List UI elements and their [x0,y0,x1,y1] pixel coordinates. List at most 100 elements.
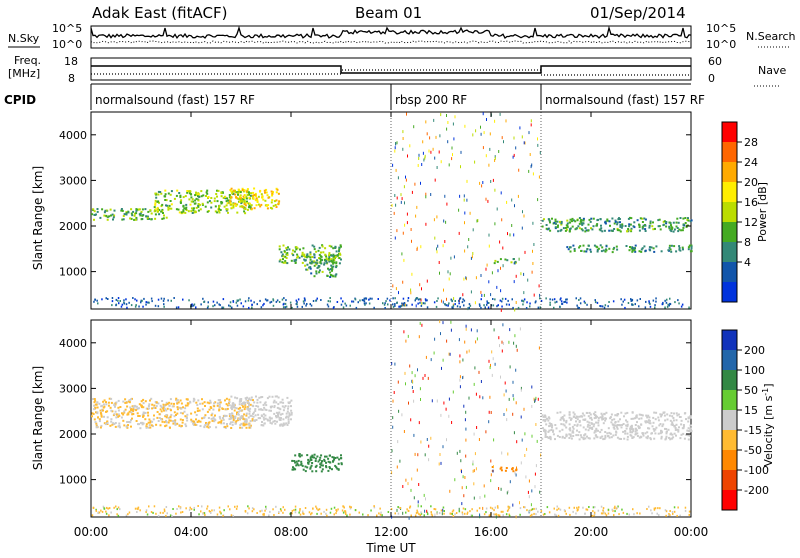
data-cell [686,219,689,221]
scatter-cell [394,362,396,366]
ground-cell [295,299,298,302]
scatter-cell [421,287,422,291]
data-cell [252,412,254,415]
data-cell [304,465,307,468]
scatter-cell [465,410,467,414]
data-cell [118,422,121,425]
data-cell [109,208,112,211]
data-cell [231,414,234,417]
ground-cell [115,505,117,508]
data-cell [565,426,568,429]
scatter-cell [451,157,453,161]
ground-cell [584,301,586,304]
data-cell [315,270,318,273]
data-cell [670,250,673,253]
data-cell [673,228,676,231]
data-cell [572,244,575,247]
ground-cell [173,297,175,299]
data-cell [569,435,572,438]
data-cell [214,414,216,417]
ground-cell [302,510,304,513]
data-cell [114,422,117,424]
data-cell [601,417,604,419]
data-cell [666,418,669,421]
data-cell [566,226,569,229]
scatter-cell [418,153,420,157]
data-cell [197,205,200,208]
data-cell [307,255,310,258]
data-cell [291,468,294,471]
scatter-cell [448,352,450,356]
scatter-cell [514,334,516,338]
ground-cell [329,297,331,299]
data-cell [625,424,628,427]
data-cell [553,221,556,224]
data-cell [276,188,279,191]
data-cell [644,228,647,231]
ground-cell [495,513,498,516]
ground-cell [645,300,647,303]
scatter-cell [530,503,532,507]
data-cell [332,459,335,462]
data-cell [335,250,338,253]
data-cell [332,456,335,459]
data-cell [596,246,599,249]
scatter-cell [498,487,500,490]
data-cell [226,423,228,425]
ground-cell [365,302,367,305]
ground-cell [458,302,460,305]
data-cell [156,416,159,419]
ground-cell [494,513,496,516]
data-cell [301,251,304,254]
data-cell [316,266,319,269]
data-cell [232,192,235,195]
data-cell [195,418,197,421]
ground-cell [318,508,321,511]
ground-cell [630,298,632,301]
data-cell [650,246,653,249]
scatter-cell [524,454,526,457]
scatter-cell [465,438,467,442]
data-cell [504,258,507,261]
ground-cell [363,302,366,305]
data-cell [581,412,584,415]
data-cell [287,416,290,419]
data-cell [156,200,159,203]
data-cell [183,207,186,210]
ground-cell [549,298,551,301]
ground-cell [451,299,453,302]
ground-cell [262,513,264,516]
data-cell [512,470,515,473]
ground-cell [359,299,361,302]
ground-cell [130,304,133,307]
scatter-cell [522,210,523,214]
ground-cell [294,505,297,508]
data-cell [106,218,109,221]
scatter-cell [527,278,529,282]
ground-cell [410,514,412,517]
data-cell [225,208,228,211]
ground-cell [430,513,433,516]
data-cell [638,436,641,439]
data-cell [603,229,606,232]
data-cell [647,435,649,438]
data-cell [262,404,265,406]
data-cell [152,425,154,428]
data-cell [599,431,602,434]
data-cell [563,437,566,439]
data-cell [112,218,114,221]
data-cell [320,251,322,254]
scatter-cell [444,240,446,243]
data-cell [263,402,266,405]
scatter-cell [494,222,496,226]
data-cell [125,213,128,216]
ground-cell [185,507,187,510]
ground-cell [440,509,443,512]
scatter-cell [494,155,496,159]
ground-cell [154,304,157,307]
data-cell [605,249,608,252]
scatter-cell [470,290,472,294]
scatter-cell [395,142,397,145]
data-cell [165,414,168,416]
ground-cell [668,513,670,515]
